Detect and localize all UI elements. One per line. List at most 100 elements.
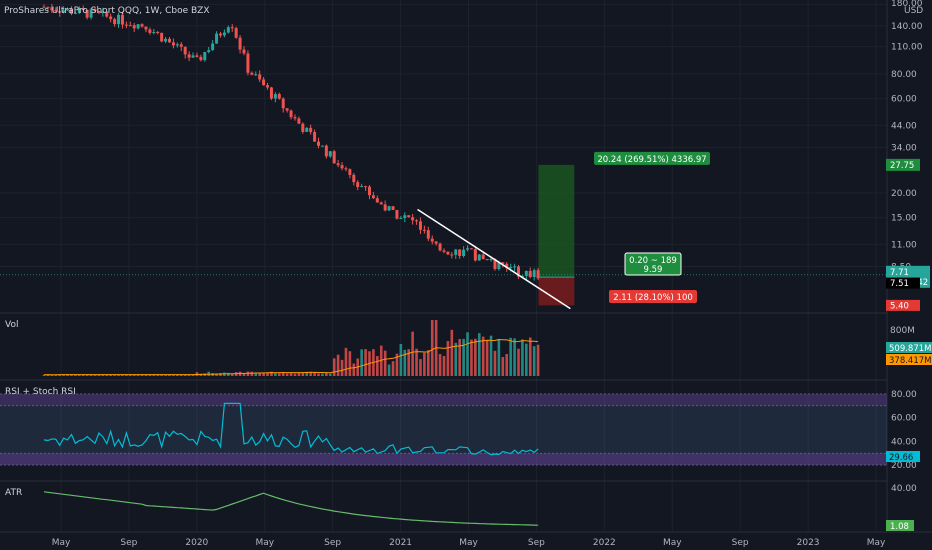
volume-bar	[172, 374, 175, 376]
time-tick-label: May	[867, 538, 886, 548]
volume-bar	[360, 349, 363, 376]
candle-body	[254, 74, 258, 76]
candle-body	[148, 29, 152, 33]
volume-bar	[78, 374, 81, 376]
volume-bar	[513, 338, 516, 376]
center-label-box[interactable]: 0.20 ~ 189 9.59	[624, 252, 682, 276]
candle-body	[242, 49, 246, 54]
candle-body	[403, 215, 407, 218]
volume-bar	[485, 340, 489, 376]
volume-bar	[474, 338, 477, 376]
volume-bar	[528, 337, 532, 376]
candle-body	[58, 11, 62, 13]
time-tick-label: Sep	[528, 538, 545, 548]
time-tick-label: 2021	[389, 538, 412, 548]
candle-body	[246, 53, 250, 73]
candle-body	[536, 270, 540, 279]
candle-body	[313, 132, 317, 142]
candle-body	[462, 249, 466, 256]
candle-body	[281, 98, 285, 109]
volume-bar	[395, 353, 399, 376]
volume-bar	[340, 359, 344, 376]
candle-body	[258, 74, 262, 80]
candle-body	[391, 206, 395, 210]
volume-bar	[254, 372, 258, 376]
volume-bar	[50, 374, 54, 376]
candle-body	[218, 33, 222, 36]
volume-bar	[442, 355, 446, 376]
stop-label-box[interactable]: 2.11 (28.10%) 100	[609, 290, 697, 303]
volume-bar	[128, 374, 132, 376]
time-tick-label: 2023	[797, 538, 820, 548]
candle-body	[105, 11, 109, 17]
chart-title: ProShares UltraPro Short QQQ, 1W, Cboe B…	[4, 6, 210, 16]
candle-body	[89, 9, 93, 18]
last-price-value: 7.71	[890, 268, 909, 278]
rsi-line	[43, 402, 539, 456]
candle-body	[230, 27, 234, 29]
volume-bar	[521, 339, 524, 376]
volume-bar	[81, 374, 85, 376]
rsi-tick-label: 80.00	[891, 390, 917, 400]
volume-bar	[58, 374, 62, 376]
volume-bar	[156, 374, 160, 376]
candle-body	[473, 249, 477, 261]
candle-body	[477, 254, 481, 261]
candle-body	[481, 254, 485, 260]
time-tick-label: May	[52, 538, 71, 548]
volume-bar	[536, 344, 540, 376]
candle-body	[211, 43, 215, 51]
volume-ma-badge: 378.417M	[886, 354, 932, 366]
candle-body	[73, 13, 77, 15]
volume-bar	[481, 336, 485, 376]
atr-tick-label: 40.00	[891, 484, 917, 494]
volume-bar	[411, 331, 414, 376]
svg-text:5.40: 5.40	[890, 301, 909, 311]
volume-bar	[179, 374, 183, 376]
time-axis[interactable]: May Sep 2020 May Sep 2021 May Sep 2022 May Sep 2023…	[52, 538, 886, 548]
candle-body	[175, 44, 179, 46]
target-zone[interactable]	[538, 164, 575, 278]
stop-price-badge: 5.40	[886, 299, 920, 311]
volume-bar	[183, 374, 187, 376]
candle-body	[450, 254, 454, 256]
rsi-bands	[0, 393, 887, 466]
volume-bar	[258, 373, 261, 376]
trendline[interactable]	[417, 208, 571, 310]
price-tick-label: 34.00	[891, 143, 917, 153]
candle-body	[269, 87, 273, 99]
volume-bar	[293, 373, 297, 376]
candle-body	[50, 7, 54, 11]
volume-bar	[317, 373, 320, 376]
candle-body	[501, 262, 505, 264]
candle-body	[324, 145, 328, 157]
entry-price-badge: 7.51	[886, 277, 920, 289]
candle-body	[203, 51, 207, 61]
volume-bar	[62, 374, 65, 376]
target-label-box[interactable]: 20.24 (269.51%) 4336.97	[594, 151, 710, 165]
volume-bar	[532, 346, 536, 376]
atr-line	[43, 491, 539, 526]
svg-text:509.871M: 509.871M	[889, 344, 931, 354]
candle-body	[183, 46, 187, 55]
volume-bar	[85, 374, 89, 376]
time-tick-label: May	[663, 538, 682, 548]
volume-bar	[285, 373, 289, 376]
volume-bar	[427, 350, 430, 376]
position-zones[interactable]	[538, 164, 575, 306]
volume-bar	[117, 374, 120, 376]
candle-body	[422, 229, 426, 231]
candle-body	[222, 32, 226, 36]
volume-bar	[387, 364, 391, 376]
candle-body	[293, 117, 297, 119]
volume-bar	[105, 374, 109, 376]
candle-body	[46, 6, 50, 8]
candle-body	[289, 110, 293, 118]
candle-body	[305, 127, 309, 132]
candle-body	[497, 262, 501, 269]
candle-body	[297, 118, 301, 124]
rsi-pane-label: RSI + Stoch RSI	[5, 387, 76, 397]
center-label-qty: 0.20 ~ 189	[629, 256, 677, 266]
